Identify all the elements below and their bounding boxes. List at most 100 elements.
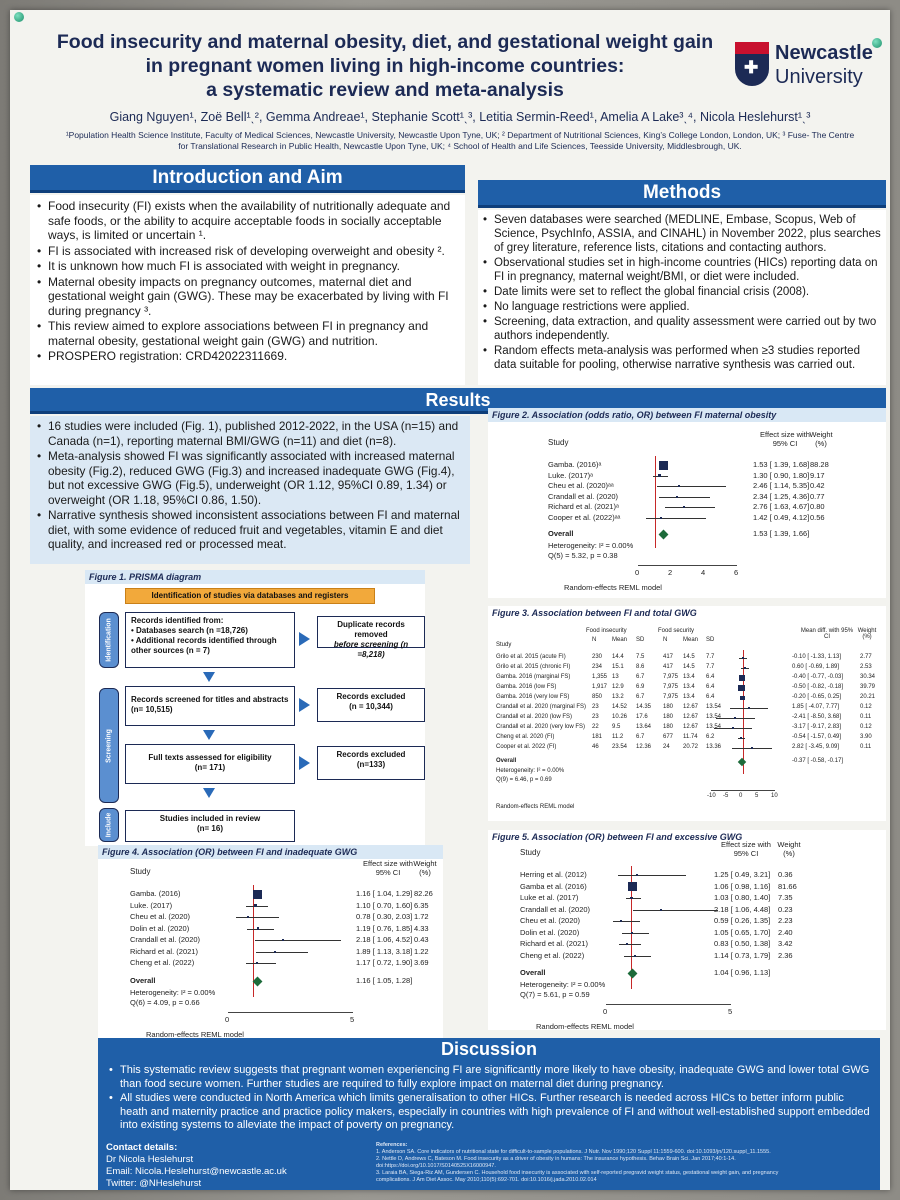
weight-value: 2.23 [778, 916, 793, 925]
effect-value: 1.16 [ 1.04, 1.29] [356, 889, 413, 898]
model-label: Random-effects REML model [496, 804, 575, 810]
tick-label: -10 [707, 793, 716, 799]
null-line [743, 650, 744, 774]
methods-bullet: Seven databases were searched (MEDLINE, … [482, 213, 882, 255]
results-panel: 16 studies were included (Fig. 1), publi… [30, 416, 470, 564]
effect-value: 2.18 [ 1.06, 4.48] [714, 904, 771, 914]
study-label: Crandall et al. 2020 (very low FS) [496, 724, 586, 730]
q-statistic: Q(6) = 4.09, p = 0.66 [130, 997, 200, 1007]
column-header-study: Study [548, 438, 569, 447]
weight-value: 4.33 [414, 923, 429, 933]
column-header-sub: SD [706, 637, 715, 643]
point-estimate [657, 473, 661, 477]
column-header-study: Study [520, 848, 541, 857]
point-estimate [630, 896, 634, 900]
study-label: Crandall et al. (2020) [548, 491, 619, 501]
title-line: Food insecurity and maternal obesity, di… [56, 31, 714, 53]
weight-value: 1.72 [414, 912, 429, 921]
weight-value: 1.22 [414, 946, 429, 956]
cell-value: 6.4 [706, 694, 715, 700]
effect-value: 1.30 [ 0.90, 1.80] [753, 470, 810, 480]
results-bullets: 16 studies were included (Fig. 1), publi… [36, 419, 464, 552]
overall-label: Overall [548, 529, 574, 538]
reference-item: 1. Anderson SA. Core indicators of nutri… [376, 1149, 771, 1155]
weight-value: 82.26 [414, 889, 433, 898]
crest-icon: ✚ [735, 42, 769, 86]
weight-value: 0.42 [810, 481, 825, 490]
q-statistic: Q(7) = 5.61, p = 0.59 [520, 990, 590, 999]
point-estimate [677, 485, 680, 487]
study-label: Cheu et al. (2020)ᵃᵃ [548, 481, 614, 490]
point-estimate [633, 954, 636, 957]
effect-value: 1.14 [ 0.73, 1.79] [714, 950, 771, 960]
study-label: Crandall et al. (2020) [520, 904, 591, 914]
point-estimate [281, 939, 284, 941]
x-axis [638, 565, 737, 566]
overall-effect: 1.16 [ 1.05, 1.28] [356, 975, 413, 985]
point-estimate [731, 727, 734, 729]
point-estimate [741, 657, 744, 659]
point-estimate [256, 962, 259, 964]
point-estimate [246, 916, 249, 918]
model-label: Random-effects REML model [564, 583, 662, 592]
point-estimate [734, 717, 737, 719]
methods-bullet: Observational studies set in high-income… [482, 256, 882, 284]
study-label: Gamba. 2016 (low FS) [496, 684, 557, 690]
cell-value: 7,975 [663, 674, 679, 680]
cell-value: 13.54 [706, 714, 722, 720]
cell-value: 181 [592, 734, 603, 740]
intro-bullet: Maternal obesity impacts on pregnancy ou… [36, 275, 459, 319]
references-heading: References: [376, 1142, 408, 1148]
ci-line [656, 486, 727, 487]
cell-value: 10.26 [612, 714, 628, 720]
study-label: Gamba. 2016 (marginal FS) [496, 674, 571, 680]
null-line [631, 866, 632, 989]
contact-heading: Contact details: [106, 1142, 178, 1153]
study-label: Crandall et al. 2020 (low FS) [496, 714, 573, 720]
discussion-panel: This systematic review suggests that pre… [98, 1062, 880, 1138]
cell-value: 23 [592, 704, 599, 710]
x-axis [711, 790, 775, 791]
effect-value: 2.34 [ 1.25, 4.36] [753, 491, 810, 501]
study-label: Herring et al. (2012) [520, 870, 587, 879]
poster: Food insecurity and maternal obesity, di… [10, 10, 890, 1190]
cell-value: 13.54 [706, 724, 722, 730]
ci-line [646, 517, 706, 519]
university-logo: ✚ Newcastle University [735, 40, 885, 100]
study-label: Luke. (2017) [130, 900, 173, 910]
cell-value: 13.54 [706, 704, 722, 710]
study-label: Richard et al. (2021)ᵃ [548, 502, 619, 511]
weight-value: 0.36 [778, 870, 793, 879]
weight-value: 9.17 [810, 470, 825, 480]
cell-value: 180 [663, 704, 674, 710]
discussion-bullets: This systematic review suggests that pre… [108, 1064, 870, 1133]
forest-plot-excessive-gwg: Figure 5. Association (OR) between FI an… [488, 830, 886, 1031]
column-header-weight: Weight (%) [777, 840, 801, 858]
intro-bullet: It is unknown how much FI is associated … [36, 259, 459, 274]
pooled-diamond [627, 968, 637, 979]
forest-plot-obesity: Figure 2. Association (odds ratio, OR) b… [488, 408, 886, 598]
effect-value: 2.82 [ -3.45, 9.09] [792, 744, 840, 750]
effect-value: -0.40 [ -0.77, -0.03] [792, 674, 844, 680]
discussion-heading: Discussion [98, 1038, 880, 1062]
cell-value: 9.5 [612, 724, 621, 730]
cell-value: 6.7 [636, 694, 645, 700]
x-axis [228, 1011, 353, 1013]
pooled-diamond [658, 529, 669, 540]
cell-value: 13.2 [612, 694, 624, 700]
q-statistic: Q(5) = 5.32, p = 0.38 [548, 551, 618, 560]
tick-label: 6 [734, 568, 739, 577]
cell-value: 677 [663, 734, 674, 740]
effect-value: -0.50 [ -0.82, -0.18] [792, 684, 844, 690]
weight-value: 0.77 [810, 491, 825, 501]
cell-value: 417 [663, 664, 674, 670]
prisma-box-duplicates: Duplicate records removed before screeni… [317, 616, 425, 659]
point-estimate [660, 516, 663, 519]
study-label: Gamba. (2016)ᵃ [548, 460, 602, 469]
cell-value: 13.36 [706, 744, 722, 750]
study-label: Richard et al. (2021) [130, 946, 198, 956]
heterogeneity: Heterogeneity: I² = 0.00% [548, 541, 634, 550]
effect-value: -3.17 [ -9.17, 2.83] [792, 724, 842, 730]
ci-line [612, 921, 640, 922]
prisma-side-screening: Screening [99, 688, 119, 803]
